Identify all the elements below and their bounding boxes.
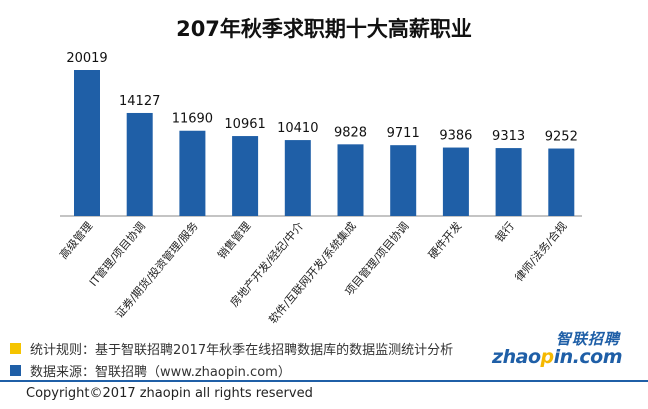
logo-english-text: zhaopin.com: [492, 346, 622, 368]
bar-6: [390, 145, 417, 216]
value-label-7: 9386: [439, 129, 472, 144]
data-source-note: 数据来源：智联招聘（www.zhaopin.com）: [10, 361, 291, 380]
value-label-3: 10961: [224, 117, 265, 132]
bar-4: [284, 140, 311, 216]
value-label-5: 9828: [334, 125, 367, 140]
value-label-1: 14127: [119, 94, 160, 109]
value-label-8: 9313: [492, 129, 525, 144]
value-label-4: 10410: [277, 121, 318, 136]
bar-3: [232, 136, 259, 216]
value-label-2: 11690: [172, 112, 213, 127]
blue-square-icon: [10, 365, 21, 376]
copyright-text: Copyright©2017 zhaopin all rights reserv…: [26, 386, 313, 401]
value-label-6: 9711: [387, 126, 420, 141]
bar-0: [74, 70, 100, 216]
bar-7: [442, 147, 469, 216]
zhaopin-logo: 智联招聘 zhaopin.com: [492, 328, 622, 372]
category-label-0: 高级管理: [56, 219, 95, 262]
statistics-rule-note: 统计规则：基于智联招聘2017年秋季在线招聘数据库的数据监测统计分析: [10, 339, 453, 358]
yellow-square-icon: [10, 343, 21, 354]
bar-9: [548, 148, 575, 216]
category-label-9: 律师/法务/合规: [512, 219, 570, 284]
statistics-rule-text: 统计规则：基于智联招聘2017年秋季在线招聘数据库的数据监测统计分析: [30, 343, 454, 358]
value-label-9: 9252: [545, 130, 578, 145]
category-label-5: 软件/互联网开发/系统集成: [266, 219, 359, 326]
chart-title: 207年秋季求职期十大高薪职业: [176, 17, 472, 41]
bar-chart: 207年秋季求职期十大高薪职业 20019 高级管理 14127 IT管理/项目协调 1…: [56, 17, 582, 326]
category-label-3: 销售管理: [214, 219, 253, 262]
footer-divider: [0, 380, 648, 382]
data-source-text: 数据来源：智联招聘（www.zhaopin.com）: [30, 365, 291, 380]
bar-1: [126, 112, 153, 216]
logo-chinese-text: 智联招聘: [555, 330, 620, 348]
bar-2: [179, 130, 206, 216]
bar-8: [495, 148, 522, 216]
bar-5: [337, 144, 364, 216]
category-label-7: 硬件开发: [425, 219, 464, 262]
category-label-1: IT管理/项目协调: [86, 219, 148, 289]
value-label-0: 20019: [66, 51, 107, 66]
category-label-8: 银行: [492, 219, 517, 245]
